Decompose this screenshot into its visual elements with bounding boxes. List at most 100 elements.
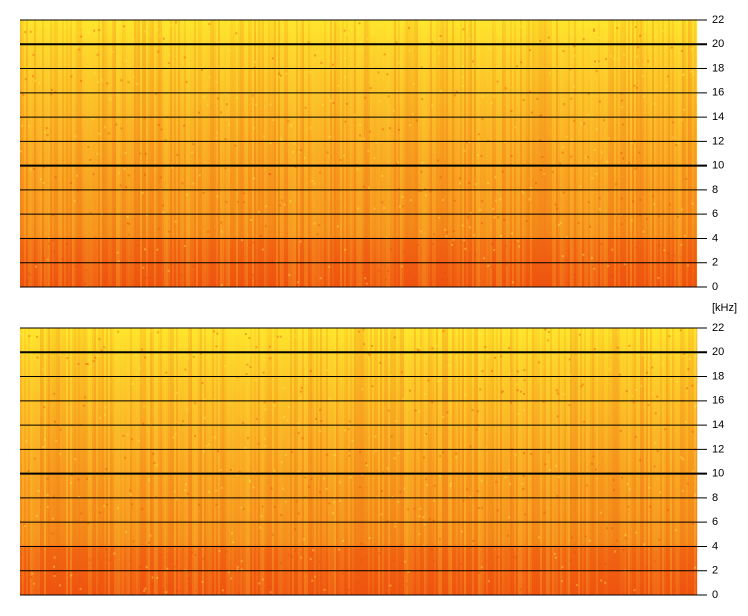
noise-speck xyxy=(409,199,412,202)
noise-speck xyxy=(468,141,471,144)
noise-streak xyxy=(366,20,368,287)
noise-streak xyxy=(162,20,164,287)
noise-streak xyxy=(546,328,548,595)
noise-speck xyxy=(109,98,112,101)
noise-speck xyxy=(423,523,426,526)
noise-speck xyxy=(45,127,48,130)
noise-speck xyxy=(584,156,587,159)
noise-speck xyxy=(243,201,246,204)
noise-speck xyxy=(459,177,462,180)
noise-streak xyxy=(258,20,260,287)
spectrogram-noise xyxy=(20,328,698,595)
noise-speck xyxy=(208,23,211,26)
noise-speck xyxy=(192,265,195,268)
noise-streak xyxy=(518,20,520,287)
noise-speck xyxy=(570,155,573,158)
noise-speck xyxy=(203,416,206,419)
noise-speck xyxy=(634,435,637,438)
noise-speck xyxy=(51,532,54,535)
noise-streak xyxy=(296,328,298,595)
noise-speck xyxy=(570,97,573,100)
noise-speck xyxy=(553,552,556,555)
noise-speck xyxy=(345,33,348,36)
noise-speck xyxy=(541,155,544,158)
noise-speck xyxy=(299,397,302,400)
noise-streak xyxy=(590,20,592,287)
noise-streak xyxy=(390,20,392,287)
y-axis-unit: [kHz] xyxy=(712,302,737,314)
noise-streak xyxy=(558,328,560,595)
noise-speck xyxy=(358,330,361,333)
noise-speck xyxy=(273,506,276,509)
noise-speck xyxy=(689,589,692,592)
noise-speck xyxy=(597,60,600,63)
noise-speck xyxy=(651,366,654,369)
noise-speck xyxy=(300,390,303,393)
noise-speck xyxy=(278,76,281,79)
noise-streak xyxy=(608,20,610,287)
noise-speck xyxy=(127,174,130,177)
noise-speck xyxy=(501,170,504,173)
spectrogram-image xyxy=(20,20,697,287)
noise-speck xyxy=(359,450,362,453)
noise-speck xyxy=(692,522,695,525)
noise-speck xyxy=(382,128,385,131)
noise-speck xyxy=(604,562,607,565)
noise-speck xyxy=(333,454,336,457)
noise-streak xyxy=(636,20,638,287)
noise-speck xyxy=(84,396,87,399)
noise-streak xyxy=(480,20,482,287)
noise-speck xyxy=(676,215,679,218)
noise-streak xyxy=(262,328,264,595)
noise-streak xyxy=(670,328,672,595)
noise-streak xyxy=(260,20,262,287)
noise-speck xyxy=(47,242,50,245)
noise-speck xyxy=(32,75,35,78)
noise-speck xyxy=(272,119,275,122)
noise-streak xyxy=(116,328,118,595)
noise-streak xyxy=(692,20,694,287)
noise-streak xyxy=(308,328,310,595)
noise-speck xyxy=(139,152,142,155)
noise-speck xyxy=(341,572,344,575)
noise-streak xyxy=(378,20,380,287)
noise-streak xyxy=(98,20,100,287)
noise-speck xyxy=(235,32,238,35)
noise-streak xyxy=(384,20,386,287)
noise-speck xyxy=(29,168,32,171)
noise-streak xyxy=(416,20,418,287)
noise-speck xyxy=(42,181,45,184)
noise-speck xyxy=(386,592,389,595)
noise-speck xyxy=(255,417,258,420)
noise-streak xyxy=(50,20,52,287)
noise-speck xyxy=(420,66,423,69)
noise-speck xyxy=(220,221,223,224)
noise-speck xyxy=(156,331,159,334)
noise-speck xyxy=(461,224,464,227)
noise-speck xyxy=(164,139,167,142)
noise-streak xyxy=(200,20,202,287)
noise-streak xyxy=(482,20,484,287)
noise-streak xyxy=(514,20,516,287)
noise-speck xyxy=(622,549,625,552)
noise-speck xyxy=(635,531,638,534)
noise-streak xyxy=(658,20,660,287)
noise-streak xyxy=(166,328,168,595)
noise-speck xyxy=(273,404,276,407)
noise-streak xyxy=(452,20,454,287)
noise-speck xyxy=(548,331,551,334)
noise-speck xyxy=(107,132,110,135)
noise-streak xyxy=(622,328,624,595)
noise-streak xyxy=(456,20,458,287)
noise-streak xyxy=(616,328,618,595)
noise-speck xyxy=(622,53,625,56)
noise-speck xyxy=(238,470,241,473)
noise-speck xyxy=(379,361,382,364)
noise-speck xyxy=(318,560,321,563)
noise-speck xyxy=(468,181,471,184)
noise-speck xyxy=(556,389,559,392)
noise-streak xyxy=(216,20,218,287)
noise-speck xyxy=(666,251,669,254)
noise-streak xyxy=(304,328,306,595)
noise-speck xyxy=(579,185,582,188)
